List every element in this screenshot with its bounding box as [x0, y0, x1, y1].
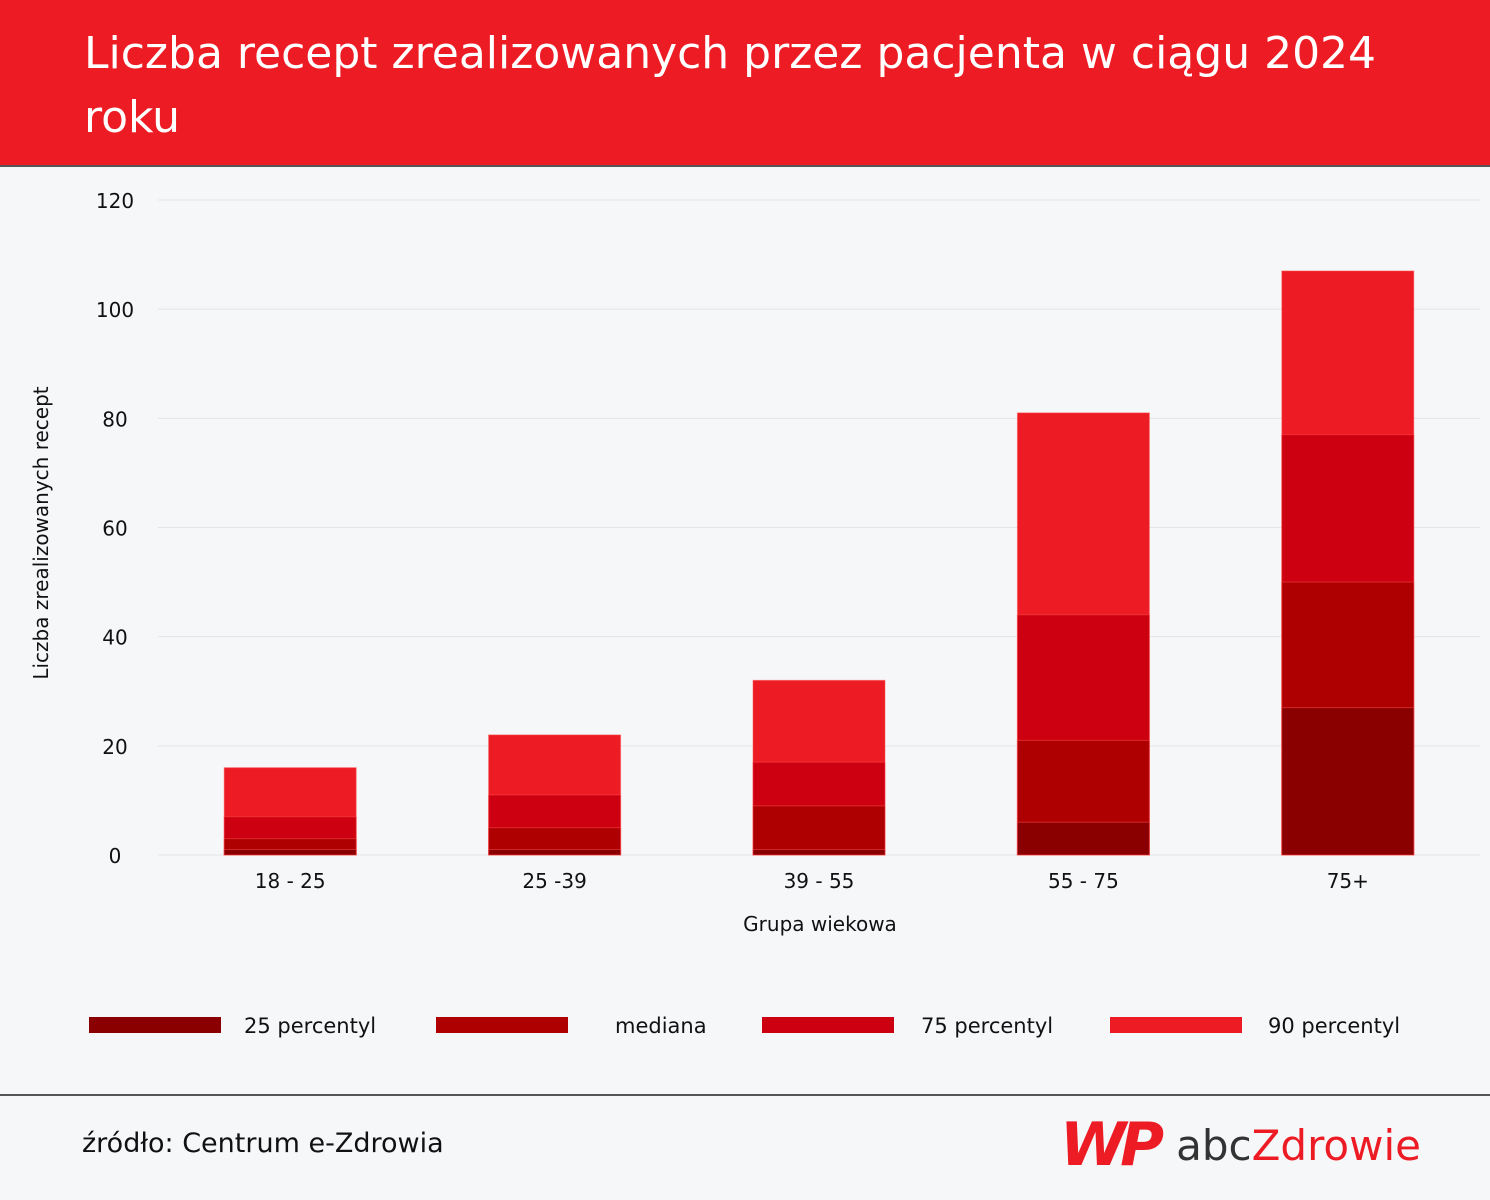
chart: 0 20 40 60 80 100 120 18 - 25 25 -39 39 - 55 55 - … — [29, 189, 1480, 1038]
y-tick-label: 40 — [102, 626, 127, 650]
bar-25-percentyl — [488, 849, 622, 856]
bar-mediana — [752, 805, 886, 856]
legend-label: 75 percentyl — [921, 1014, 1053, 1038]
legend-swatch — [436, 1017, 568, 1033]
y-tick-label: 80 — [102, 407, 127, 431]
x-tick-label: 18 - 25 — [255, 869, 326, 893]
source-text: źródło: Centrum e-Zdrowia — [82, 1128, 444, 1159]
y-axis-label: Liczba zrealizowanych recept — [29, 386, 53, 679]
y-tick-label: 20 — [102, 735, 127, 759]
bar-25-percentyl — [223, 849, 357, 856]
legend-label: 25 percentyl — [244, 1014, 376, 1038]
y-tick-label: 60 — [102, 517, 127, 541]
logo-abc-text: abc — [1176, 1120, 1252, 1170]
wp-logo: WP — [1060, 1110, 1164, 1180]
bar-25-percentyl — [752, 849, 886, 856]
x-tick-label: 39 - 55 — [784, 869, 855, 893]
x-tick-label: 75+ — [1327, 869, 1369, 893]
legend-label: 90 percentyl — [1268, 1014, 1400, 1038]
x-tick-label: 55 - 75 — [1048, 869, 1119, 893]
abczdrowie-logo: WP abc Zdrowie — [1060, 1110, 1421, 1180]
legend-swatch — [89, 1017, 221, 1033]
legend-swatch — [1110, 1017, 1242, 1033]
y-tick-label: 0 — [109, 844, 122, 868]
x-tick-label: 25 -39 — [522, 869, 586, 893]
chart-title: Liczba recept zrealizowanych przez pacje… — [84, 28, 1377, 143]
bar-25-percentyl — [1016, 821, 1150, 856]
header: Liczba recept zrealizowanych przez pacje… — [0, 0, 1490, 167]
logo-zdrowie-text: Zdrowie — [1251, 1120, 1421, 1170]
y-tick-label: 120 — [96, 189, 134, 213]
legend-swatch — [762, 1017, 894, 1033]
legend-label: mediana — [615, 1014, 707, 1038]
x-axis-label: Grupa wiekowa — [743, 912, 897, 936]
y-tick-label: 100 — [96, 298, 134, 322]
footer-divider — [0, 1094, 1490, 1096]
bar-25-percentyl — [1281, 707, 1415, 856]
